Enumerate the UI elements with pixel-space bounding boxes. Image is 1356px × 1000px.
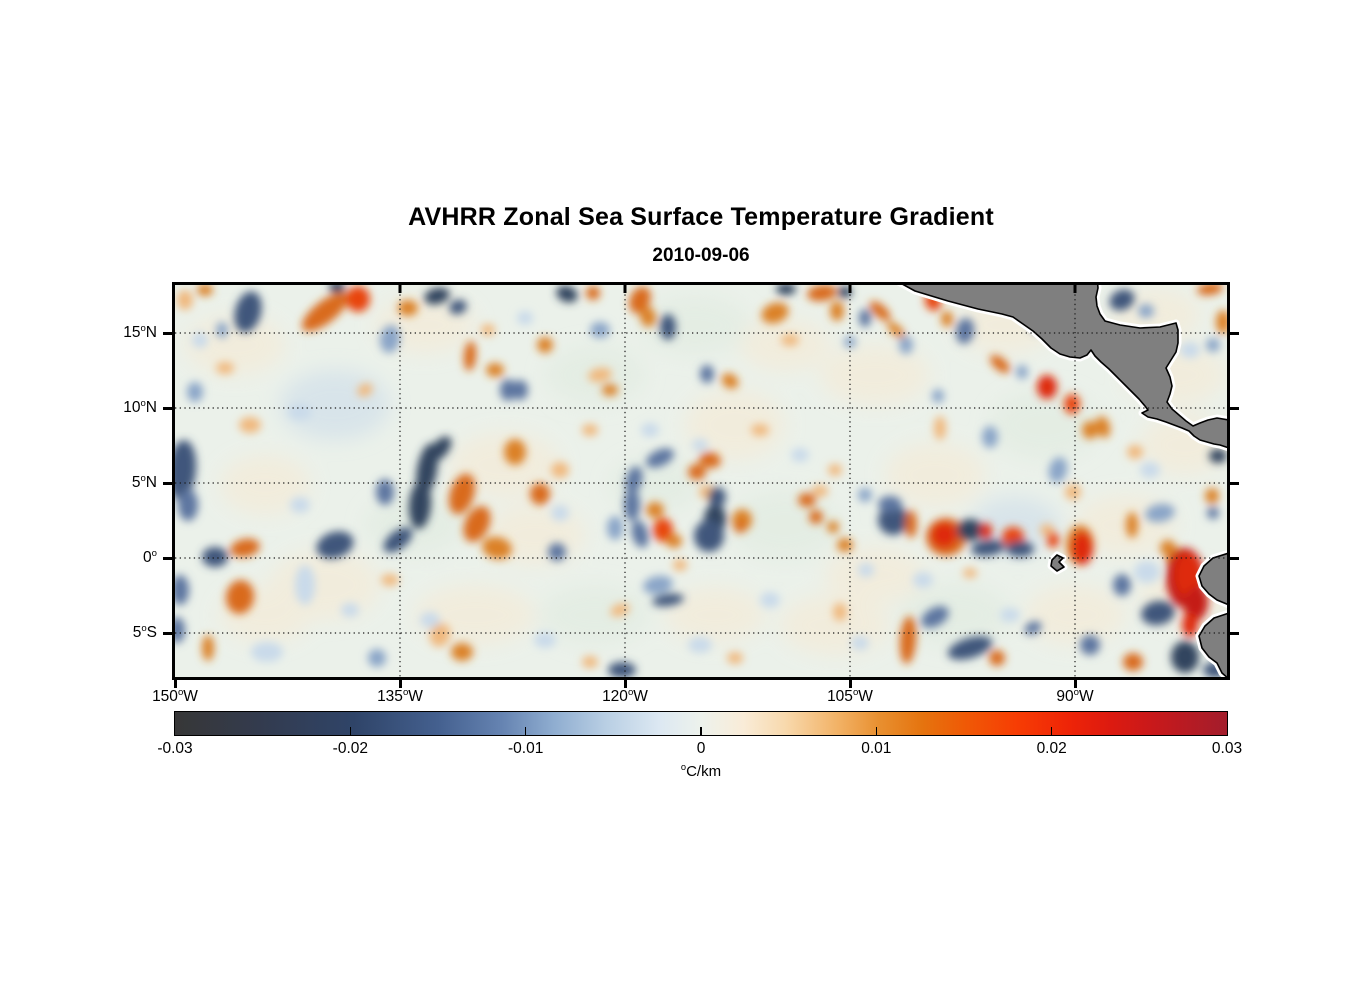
x-axis-label: 105oW [827,686,873,705]
x-axis-tick [1073,680,1077,688]
x-axis-label: 120oW [602,686,648,705]
colorbar [174,711,1228,736]
colorbar-tick-label: 0.01 [861,740,892,757]
degree-superscript: o [402,686,409,698]
chart-title: AVHRR Zonal Sea Surface Temperature Grad… [408,203,994,231]
degree-superscript: o [140,472,146,484]
degree-superscript: o [141,622,147,634]
degree-superscript: o [140,322,146,334]
colorbar-tick [875,727,878,735]
degree-superscript: o [1073,686,1079,698]
y-axis-tick-right [1230,481,1239,485]
map-plot-area [172,282,1230,680]
colorbar-tick-label: 0.03 [1211,740,1243,757]
x-axis-tick [848,680,852,688]
land-masses [896,285,1227,677]
y-axis-tick-left [163,631,172,635]
y-axis-label: 0o [143,547,157,566]
sst-gradient-field [175,285,1227,677]
y-axis-label: 5oN [131,472,157,491]
x-axis-tick [398,680,402,688]
colorbar-tick [349,727,352,735]
top-axis-tick [398,285,402,293]
y-axis-tick-left [163,556,172,560]
y-axis-label: 10oN [123,397,157,416]
colorbar-tick [1050,727,1053,735]
x-axis-tick [623,680,627,688]
land-polygon [1198,612,1227,677]
y-axis-tick-right [1230,556,1239,560]
colorbar-unit-label: oC/km [680,762,722,780]
degree-superscript: o [852,686,859,698]
degree-superscript: o [680,762,687,772]
colorbar-tick [700,727,702,735]
chart-date-subtitle: 2010-09-06 [652,245,750,266]
colorbar-tick-label: 0 [696,740,706,757]
colorbar-tick-label: 0.02 [1036,740,1067,757]
y-axis-tick-right [1230,406,1239,410]
background-texture [185,289,1227,655]
degree-superscript: o [151,547,157,559]
degree-superscript: o [140,397,146,409]
land-polygon [1050,554,1065,572]
x-axis-tick [173,680,177,688]
y-axis-tick-left [163,331,172,335]
top-axis-tick [848,285,852,293]
y-axis-tick-left [163,481,172,485]
colorbar-tick-label: -0.02 [332,740,368,757]
x-axis-label: 135oW [377,686,423,705]
y-axis-label: 15oN [123,322,157,341]
y-axis-tick-right [1230,631,1239,635]
land-polygon [902,285,1227,449]
top-axis-tick [1073,285,1077,293]
colorbar-tick-label: -0.01 [507,740,544,757]
y-axis-tick-left [163,406,172,410]
degree-superscript: o [177,686,184,698]
x-axis-label: 150oW [152,686,198,705]
y-axis-tick-right [1230,331,1239,335]
x-axis-label: 90oW [1056,686,1094,705]
top-axis-tick [623,285,627,293]
colorbar-tick [524,727,527,735]
degree-superscript: o [627,686,634,698]
colorbar-tick-label: -0.03 [157,740,193,757]
land-polygon [1198,552,1227,606]
y-axis-label: 5oS [132,622,157,641]
gradient-feature-blobs [175,285,1227,677]
